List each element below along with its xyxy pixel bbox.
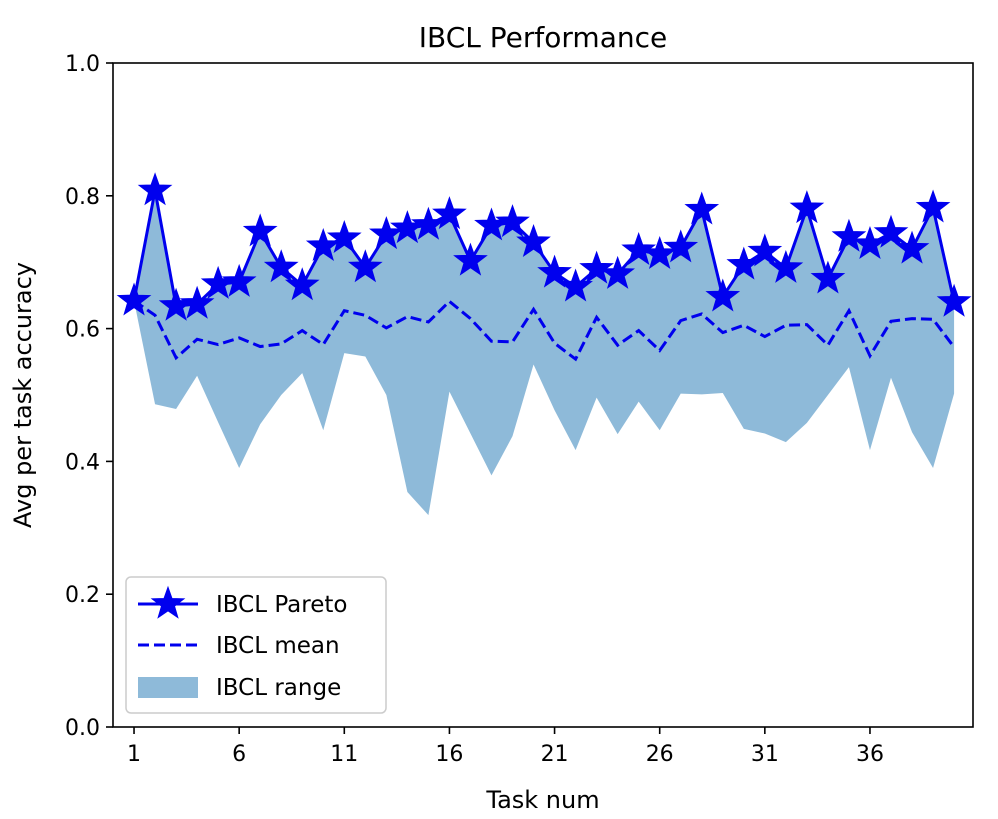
- plot-area: [116, 172, 972, 516]
- x-tick-label: 36: [856, 742, 884, 767]
- pareto-point: [579, 250, 614, 284]
- pareto-point: [537, 254, 572, 288]
- pareto-point: [705, 278, 741, 312]
- pareto-point: [369, 216, 404, 250]
- legend-range-swatch: [138, 677, 198, 698]
- pareto-point: [284, 267, 320, 301]
- pareto-point: [116, 282, 152, 316]
- x-axis-label: Task num: [485, 786, 599, 814]
- x-tick-label: 26: [646, 742, 674, 767]
- pareto-point: [326, 220, 362, 254]
- pareto-point: [516, 224, 551, 258]
- pareto-point: [726, 246, 762, 280]
- x-tick-label: 1: [127, 742, 141, 767]
- y-tick-label: 1.0: [65, 52, 100, 77]
- y-tick-label: 0.2: [65, 583, 100, 608]
- pareto-point: [642, 235, 678, 269]
- x-tick-label: 16: [435, 742, 463, 767]
- pareto-point: [852, 226, 888, 260]
- pareto-point: [747, 233, 783, 267]
- axes: 1 6 11 16 21 26 31 360.00.20.40.60.81.0: [65, 52, 974, 767]
- pareto-point: [495, 204, 530, 238]
- pareto-point: [768, 249, 804, 283]
- legend-label-pareto: IBCL Pareto: [216, 592, 347, 618]
- pareto-point: [873, 214, 909, 248]
- legend-label-mean: IBCL mean: [216, 633, 340, 659]
- legend-pareto-marker: [150, 585, 186, 619]
- legend: IBCL Pareto IBCL mean IBCL range: [125, 576, 387, 714]
- pareto-point: [936, 283, 972, 317]
- pareto-point: [789, 190, 825, 224]
- pareto-point: [453, 242, 488, 276]
- pareto-point: [663, 229, 699, 263]
- pareto-point: [411, 206, 446, 240]
- pareto-point: [305, 228, 341, 262]
- pareto-point: [432, 196, 467, 230]
- series-ibcl-pareto-line: [132, 188, 956, 308]
- pareto-point: [831, 218, 867, 252]
- pareto-point: [221, 263, 257, 297]
- y-tick-label: 0.6: [65, 318, 100, 343]
- pareto-point: [179, 285, 215, 319]
- series-ibcl-mean-line: [133, 299, 956, 362]
- pareto-point: [263, 249, 299, 283]
- chart-title: IBCL Performance: [419, 21, 667, 54]
- y-tick-label: 0.8: [65, 185, 100, 210]
- pareto-point: [242, 213, 278, 247]
- y-tick-label: 0.4: [65, 450, 100, 475]
- pareto-point: [810, 260, 846, 294]
- y-axis-label: Avg per task accuracy: [9, 262, 37, 528]
- pareto-point: [621, 232, 657, 266]
- legend-label-range: IBCL range: [216, 675, 341, 701]
- axes-frame: [112, 62, 974, 728]
- x-tick-label: 31: [751, 742, 779, 767]
- pareto-point: [915, 189, 951, 223]
- pareto-point: [347, 249, 383, 283]
- y-tick-label: 0.0: [65, 716, 100, 741]
- pareto-point: [137, 172, 173, 206]
- x-tick-label: 6: [232, 742, 246, 767]
- x-tick-label: 21: [541, 742, 569, 767]
- pareto-point: [684, 191, 720, 225]
- pareto-point: [600, 255, 635, 289]
- x-tick-label: 11: [330, 742, 358, 767]
- pareto-point: [894, 230, 930, 264]
